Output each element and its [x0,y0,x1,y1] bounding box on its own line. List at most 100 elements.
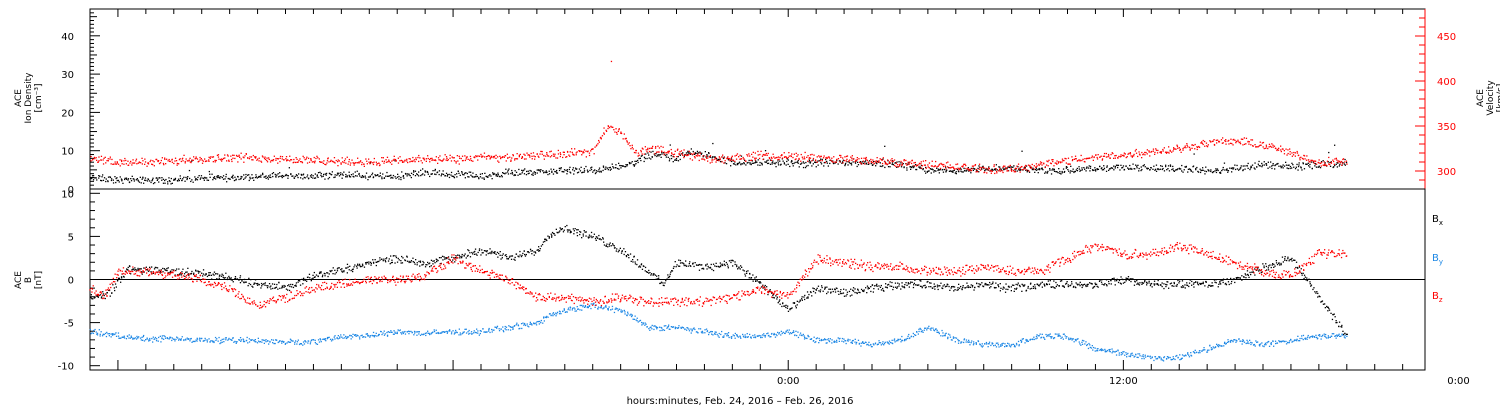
velocity-series-point [791,156,792,157]
density-series-point [1119,169,1120,170]
b-axis-label-line: ACE [14,271,24,289]
density-series-point [669,158,670,159]
velocity-series-point [813,158,814,159]
density-series-point [511,170,512,171]
density-series-point [245,174,246,175]
density-series-point [333,177,334,178]
density-series-point [777,160,778,161]
velocity-series-point [987,169,988,170]
density-series-point [772,160,773,161]
velocity-series-point [681,150,682,151]
by-series-point [207,339,208,340]
velocity-series-point [943,164,944,165]
by-series-point [449,330,450,331]
by-series-point [609,306,610,307]
by-series-point [803,334,804,335]
velocity-series-point [681,153,682,154]
by-series-point [915,335,916,336]
velocity-series-point [741,158,742,159]
density-series-point [896,161,897,162]
by-series-point [995,345,996,346]
density-series-point [1115,167,1116,168]
velocity-series-point [911,163,912,164]
by-series-point [562,311,563,312]
velocity-series-point [349,159,350,160]
velocity-series-point [710,155,711,156]
by-series-point [612,306,613,307]
by-series-point [547,317,548,318]
density-series-point [1290,166,1291,167]
by-series-point [464,329,465,330]
by-series-point [449,329,450,330]
velocity-series-point [647,148,648,149]
density-series-point [1337,166,1338,167]
density-series-point [809,160,810,161]
by-series-point [99,329,100,330]
by-series-point [200,340,201,341]
density-series-point [570,172,571,173]
bx-series-point [299,280,300,281]
velocity-series-point [1084,161,1085,162]
by-series-point [788,332,789,333]
density-series-point [985,169,986,170]
by-series-point [843,341,844,342]
by-series-point [664,325,665,326]
by-series-point [1325,334,1326,335]
velocity-series-point [950,164,951,165]
velocity-series-point [1331,162,1332,163]
velocity-series-point [743,157,744,158]
density-series-point [1264,161,1265,162]
density-series-point [609,167,610,168]
velocity-series-point [1225,139,1226,140]
velocity-series-point [364,166,365,167]
velocity-series-point [586,156,587,157]
velocity-series-point [1006,167,1007,168]
density-series-point [425,170,426,171]
by-series-point [109,335,110,336]
velocity-series-point [230,156,231,157]
by-series-point [1126,356,1127,357]
by-series-point [1184,355,1185,356]
density-series-point [489,174,490,175]
density-series-point [165,179,166,180]
by-series-point [1324,334,1325,335]
density-series-point [167,181,168,182]
density-series-point [432,173,433,174]
by-series-point [997,343,998,344]
velocity-series-point [964,164,965,165]
density-series-point [1179,168,1180,169]
velocity-series-point [811,160,812,161]
velocity-series-point [196,156,197,157]
by-series-point [126,338,127,339]
density-series-point [1288,168,1289,169]
velocity-series-point [745,161,746,162]
velocity-series-point [740,155,741,156]
velocity-series-point [257,159,258,160]
by-series-point [91,332,92,333]
density-series-point [524,168,525,169]
velocity-series-point [351,160,352,161]
density-series-point [367,179,368,180]
by-series-point [1296,339,1297,340]
by-series-point [945,335,946,336]
density-series-point [612,166,613,167]
velocity-series-point [374,158,375,159]
bx-series-point [233,281,234,282]
velocity-series-point [654,153,655,154]
velocity-series-point [326,162,327,163]
by-series-point [659,330,660,331]
by-series-point [998,346,999,347]
velocity-series-point [891,158,892,159]
by-series-point [1021,340,1022,341]
by-series-point [554,314,555,315]
velocity-series-point [1093,160,1094,161]
velocity-series-point [555,157,556,158]
bx-series-point [134,269,135,270]
density-series-point [194,176,195,177]
velocity-series-point [574,148,575,149]
velocity-series-point [1190,150,1191,151]
velocity-series-point [878,161,879,162]
by-series-point [588,307,589,308]
density-series-point [912,166,913,167]
velocity-series-point [312,161,313,162]
